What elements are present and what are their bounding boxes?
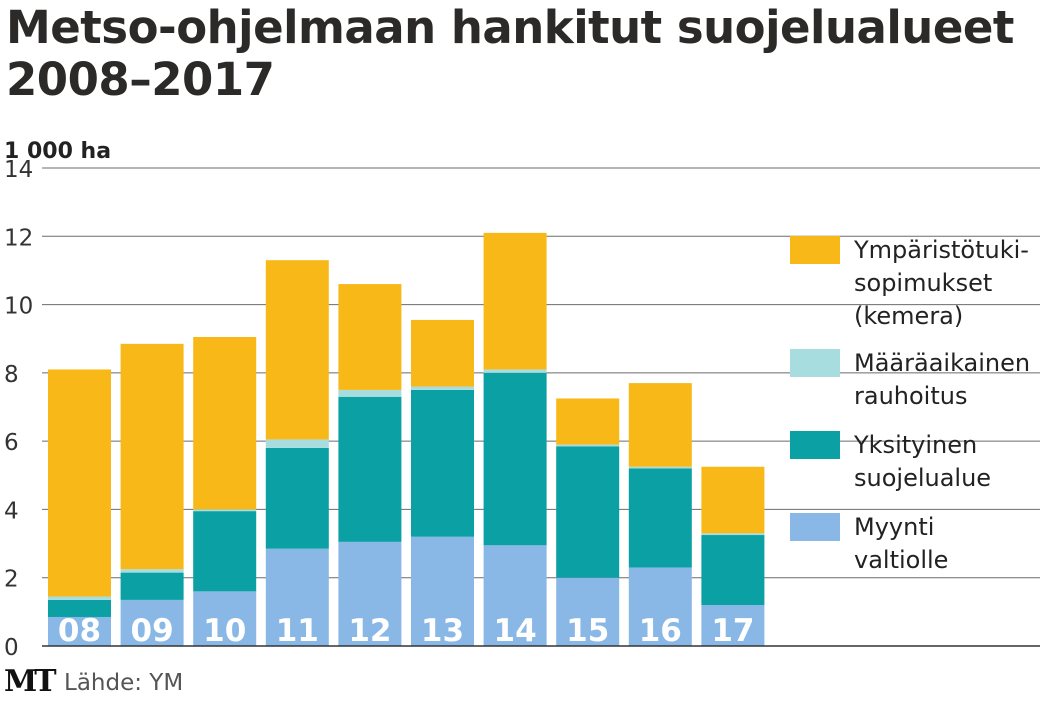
legend-swatch-3 — [790, 513, 840, 541]
bar-16-series-1 — [628, 468, 692, 568]
x-label-09: 09 — [131, 613, 174, 649]
bar-11-series-3 — [265, 260, 329, 440]
bar-17-series-2 — [701, 533, 765, 536]
bar-09-series-2 — [120, 569, 184, 573]
legend-label-0-line-1: sopimukset — [854, 269, 992, 297]
bar-15-series-3 — [556, 398, 620, 445]
x-label-11: 11 — [276, 613, 319, 649]
legend-swatch-2 — [790, 431, 840, 459]
bar-13-series-0 — [411, 536, 474, 646]
legend-label-2-line-1: suojelualue — [854, 464, 991, 492]
bar-15-series-2 — [556, 444, 620, 447]
source-note: Lähde: YM — [64, 670, 184, 696]
bar-13-series-2 — [411, 386, 474, 390]
legend-label-0-line-2: (kemera) — [854, 302, 963, 330]
x-label-15: 15 — [566, 613, 609, 649]
bar-10-series-2 — [193, 509, 257, 512]
legend-label-1-line-0: Määräaikainen — [854, 349, 1030, 377]
bar-11-series-1 — [265, 447, 329, 549]
bar-14-series-1 — [483, 372, 547, 546]
y-tick-label-4: 4 — [4, 498, 19, 524]
bar-12-series-1 — [338, 396, 402, 542]
legend: Ympäristötuki-sopimukset (kemera) Määräaik… — [790, 236, 1030, 574]
legend-swatch-1 — [790, 349, 840, 377]
chart-title-line-1: Metso-ohjelmaan hankitut suojelualueet — [6, 1, 1014, 54]
bar-13-series-3 — [411, 319, 474, 387]
y-axis-unit-label: 1 000 ha — [4, 139, 111, 164]
bar-09-series-3 — [120, 343, 184, 570]
x-label-12: 12 — [348, 613, 391, 649]
x-label-16: 16 — [639, 613, 682, 649]
bar-08-series-0 — [48, 616, 111, 646]
x-label-14: 14 — [494, 613, 537, 649]
legend-label-3-line-0: Myynti — [854, 513, 934, 541]
x-category-labels: 08 09 10 11 12 13 14 15 16 17 — [58, 613, 755, 649]
y-tick-label-8: 8 — [4, 362, 19, 388]
bar-09-series-1 — [120, 572, 184, 600]
mt-logo: MT — [4, 664, 57, 699]
bar-08-series-3 — [48, 369, 111, 597]
bar-11-series-2 — [265, 439, 329, 448]
bar-08-series-1 — [48, 599, 111, 617]
bar-15-series-1 — [556, 446, 620, 578]
bar-08-series-2 — [48, 596, 111, 600]
x-label-17: 17 — [711, 613, 754, 649]
bar-14-series-0 — [483, 545, 547, 646]
bar-10-series-3 — [193, 337, 257, 510]
bar-13-series-1 — [411, 389, 474, 537]
bar-17-series-3 — [701, 466, 765, 534]
y-tick-label-2: 2 — [4, 567, 19, 593]
chart-title-line-2: 2008–2017 — [6, 53, 275, 106]
bar-16-series-2 — [628, 466, 692, 469]
bar-17-series-1 — [701, 535, 765, 606]
x-label-08: 08 — [58, 613, 101, 649]
legend-swatch-0 — [790, 236, 840, 264]
legend-label-0-line-0: Ympäristötuki- — [853, 236, 1029, 264]
bar-16-series-0 — [628, 567, 692, 646]
y-tick-labels: 0 2 4 6 8 10 12 14 — [4, 157, 33, 661]
y-tick-label-10: 10 — [4, 294, 33, 320]
y-tick-label-6: 6 — [4, 430, 19, 456]
bar-14-series-3 — [483, 232, 547, 370]
legend-label-2-line-0: Yksityinen — [853, 431, 977, 459]
bar-12-series-3 — [338, 284, 402, 390]
bar-10-series-0 — [193, 591, 257, 646]
y-tick-label-0: 0 — [4, 635, 19, 661]
y-tick-label-14: 14 — [4, 157, 33, 183]
bar-17-series-0 — [701, 605, 765, 646]
bar-10-series-1 — [193, 511, 257, 592]
x-label-10: 10 — [203, 613, 246, 649]
bar-12-series-2 — [338, 389, 402, 397]
bar-14-series-2 — [483, 369, 547, 373]
chart-title: Metso-ohjelmaan hankitut suojelualueet 2… — [6, 2, 1042, 106]
bar-12-series-0 — [338, 541, 402, 646]
x-label-13: 13 — [421, 613, 464, 649]
legend-label-1-line-1: rauhoitus — [854, 382, 967, 410]
bar-16-series-3 — [628, 383, 692, 467]
bar-15-series-0 — [556, 577, 620, 646]
bar-09-series-0 — [120, 599, 184, 646]
bar-stacks — [48, 232, 765, 646]
y-tick-label-12: 12 — [4, 225, 33, 251]
bar-11-series-0 — [265, 548, 329, 646]
legend-label-3-line-1: valtiolle — [854, 546, 948, 574]
